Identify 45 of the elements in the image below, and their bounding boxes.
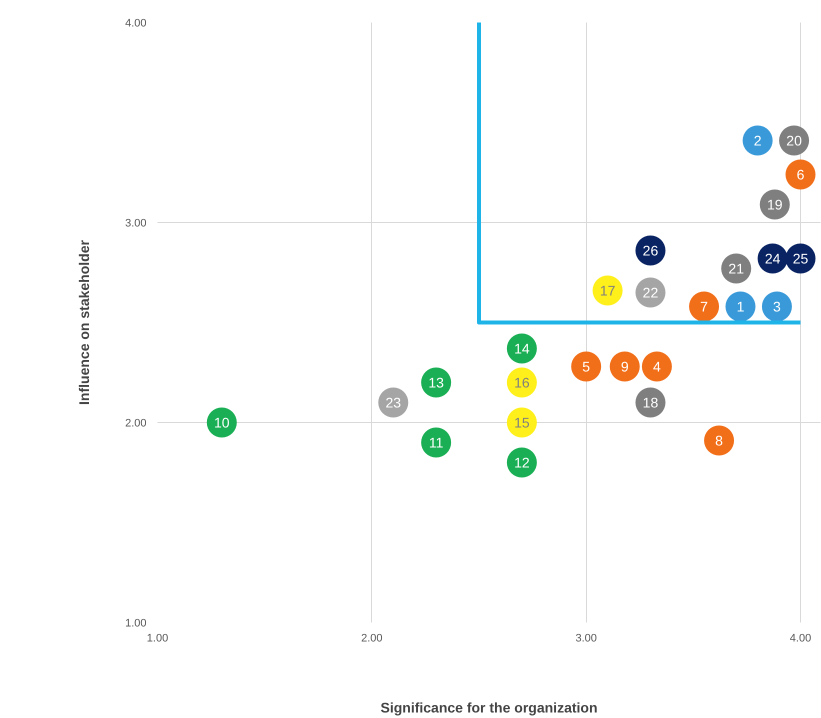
annotation: 26	[642, 242, 658, 258]
annotation: 5	[582, 358, 590, 374]
x-axis-title: Significance for the organization	[380, 700, 598, 716]
annotation: 9	[620, 358, 629, 374]
y-tick-label: 4.00	[125, 18, 147, 30]
annotation: 3	[773, 298, 782, 314]
annotation: 8	[715, 432, 724, 448]
point	[610, 352, 640, 382]
y-tick-label: 1.00	[125, 618, 147, 630]
annotation: 18	[642, 394, 658, 410]
annotation: 17	[600, 282, 616, 298]
annotation: 12	[514, 454, 530, 470]
annotation: 2	[754, 132, 762, 148]
y-tick-label: 3.00	[125, 218, 147, 230]
annotation: 16	[514, 374, 530, 390]
y-axis-title: Influence on stakeholder	[76, 239, 92, 405]
annotation: 19	[766, 196, 783, 212]
point	[725, 292, 756, 322]
point	[571, 352, 602, 382]
point	[786, 160, 816, 190]
annotation: 14	[514, 340, 530, 356]
annotation: 4	[653, 358, 662, 374]
annotation: 24	[764, 250, 781, 266]
annotation: 23	[385, 394, 402, 410]
y-tick-label: 2.00	[125, 418, 147, 430]
annotation: 7	[700, 298, 708, 314]
annotation: 6	[796, 166, 805, 182]
annotation: 22	[642, 284, 658, 300]
point	[689, 292, 720, 322]
point	[704, 426, 734, 456]
annotation: 13	[428, 374, 444, 390]
point	[742, 126, 773, 156]
annotation: 21	[728, 260, 744, 276]
annotation: 1	[736, 298, 745, 314]
annotation: 11	[428, 434, 444, 450]
x-tick-label: 1.00	[146, 632, 168, 644]
x-tick-label: 3.00	[575, 632, 597, 644]
point	[762, 292, 792, 322]
annotation: 15	[514, 414, 530, 430]
annotation: 25	[792, 250, 808, 266]
annotation: 10	[214, 414, 230, 430]
point	[642, 352, 672, 382]
x-tick-label: 2.00	[361, 632, 383, 644]
annotation: 20	[786, 132, 802, 148]
x-tick-label: 4.00	[790, 632, 812, 644]
